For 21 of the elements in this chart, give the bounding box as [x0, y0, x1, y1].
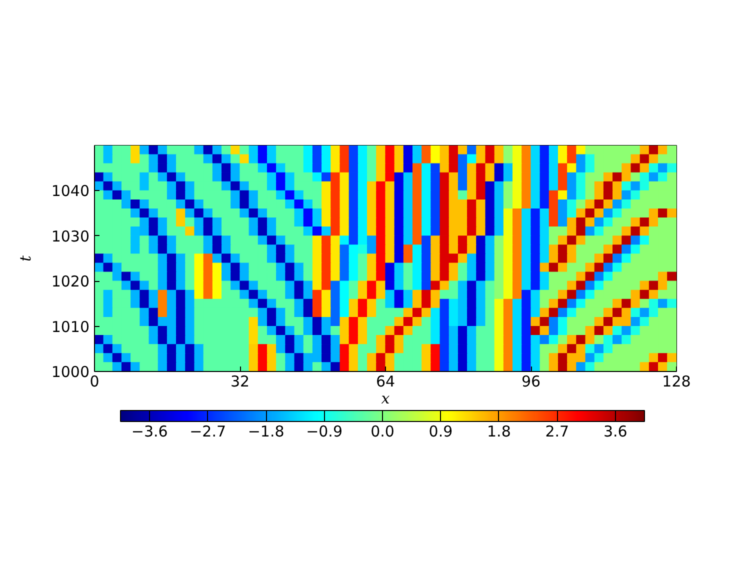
x-tick-label: 96: [521, 372, 541, 390]
x-tick-label: 0: [90, 372, 100, 390]
x-tick-label: 128: [662, 372, 691, 390]
x-tick-label: 32: [230, 372, 250, 390]
color-bar-label: −3.6: [131, 422, 168, 440]
color-bar-label: 0.9: [428, 422, 453, 440]
y-tick-label: 1040: [51, 182, 90, 200]
y-axis-title: t: [16, 254, 34, 262]
color-bar-label: 2.7: [545, 422, 570, 440]
x-tick-label: 64: [376, 372, 396, 390]
color-bar-label: 3.6: [603, 422, 628, 440]
color-bar-label: 0.0: [370, 422, 394, 440]
x-axis-title: x: [381, 390, 390, 408]
color-bar-label: 1.8: [487, 422, 511, 440]
color-bar-label: −2.7: [190, 422, 226, 440]
y-tick-label: 1010: [51, 318, 90, 336]
color-bar-label: −0.9: [306, 422, 343, 440]
color-bar-label: −1.8: [248, 422, 284, 440]
y-tick-label: 1000: [51, 363, 90, 381]
y-tick-label: 1020: [51, 272, 90, 291]
y-tick-label: 1030: [51, 227, 90, 246]
